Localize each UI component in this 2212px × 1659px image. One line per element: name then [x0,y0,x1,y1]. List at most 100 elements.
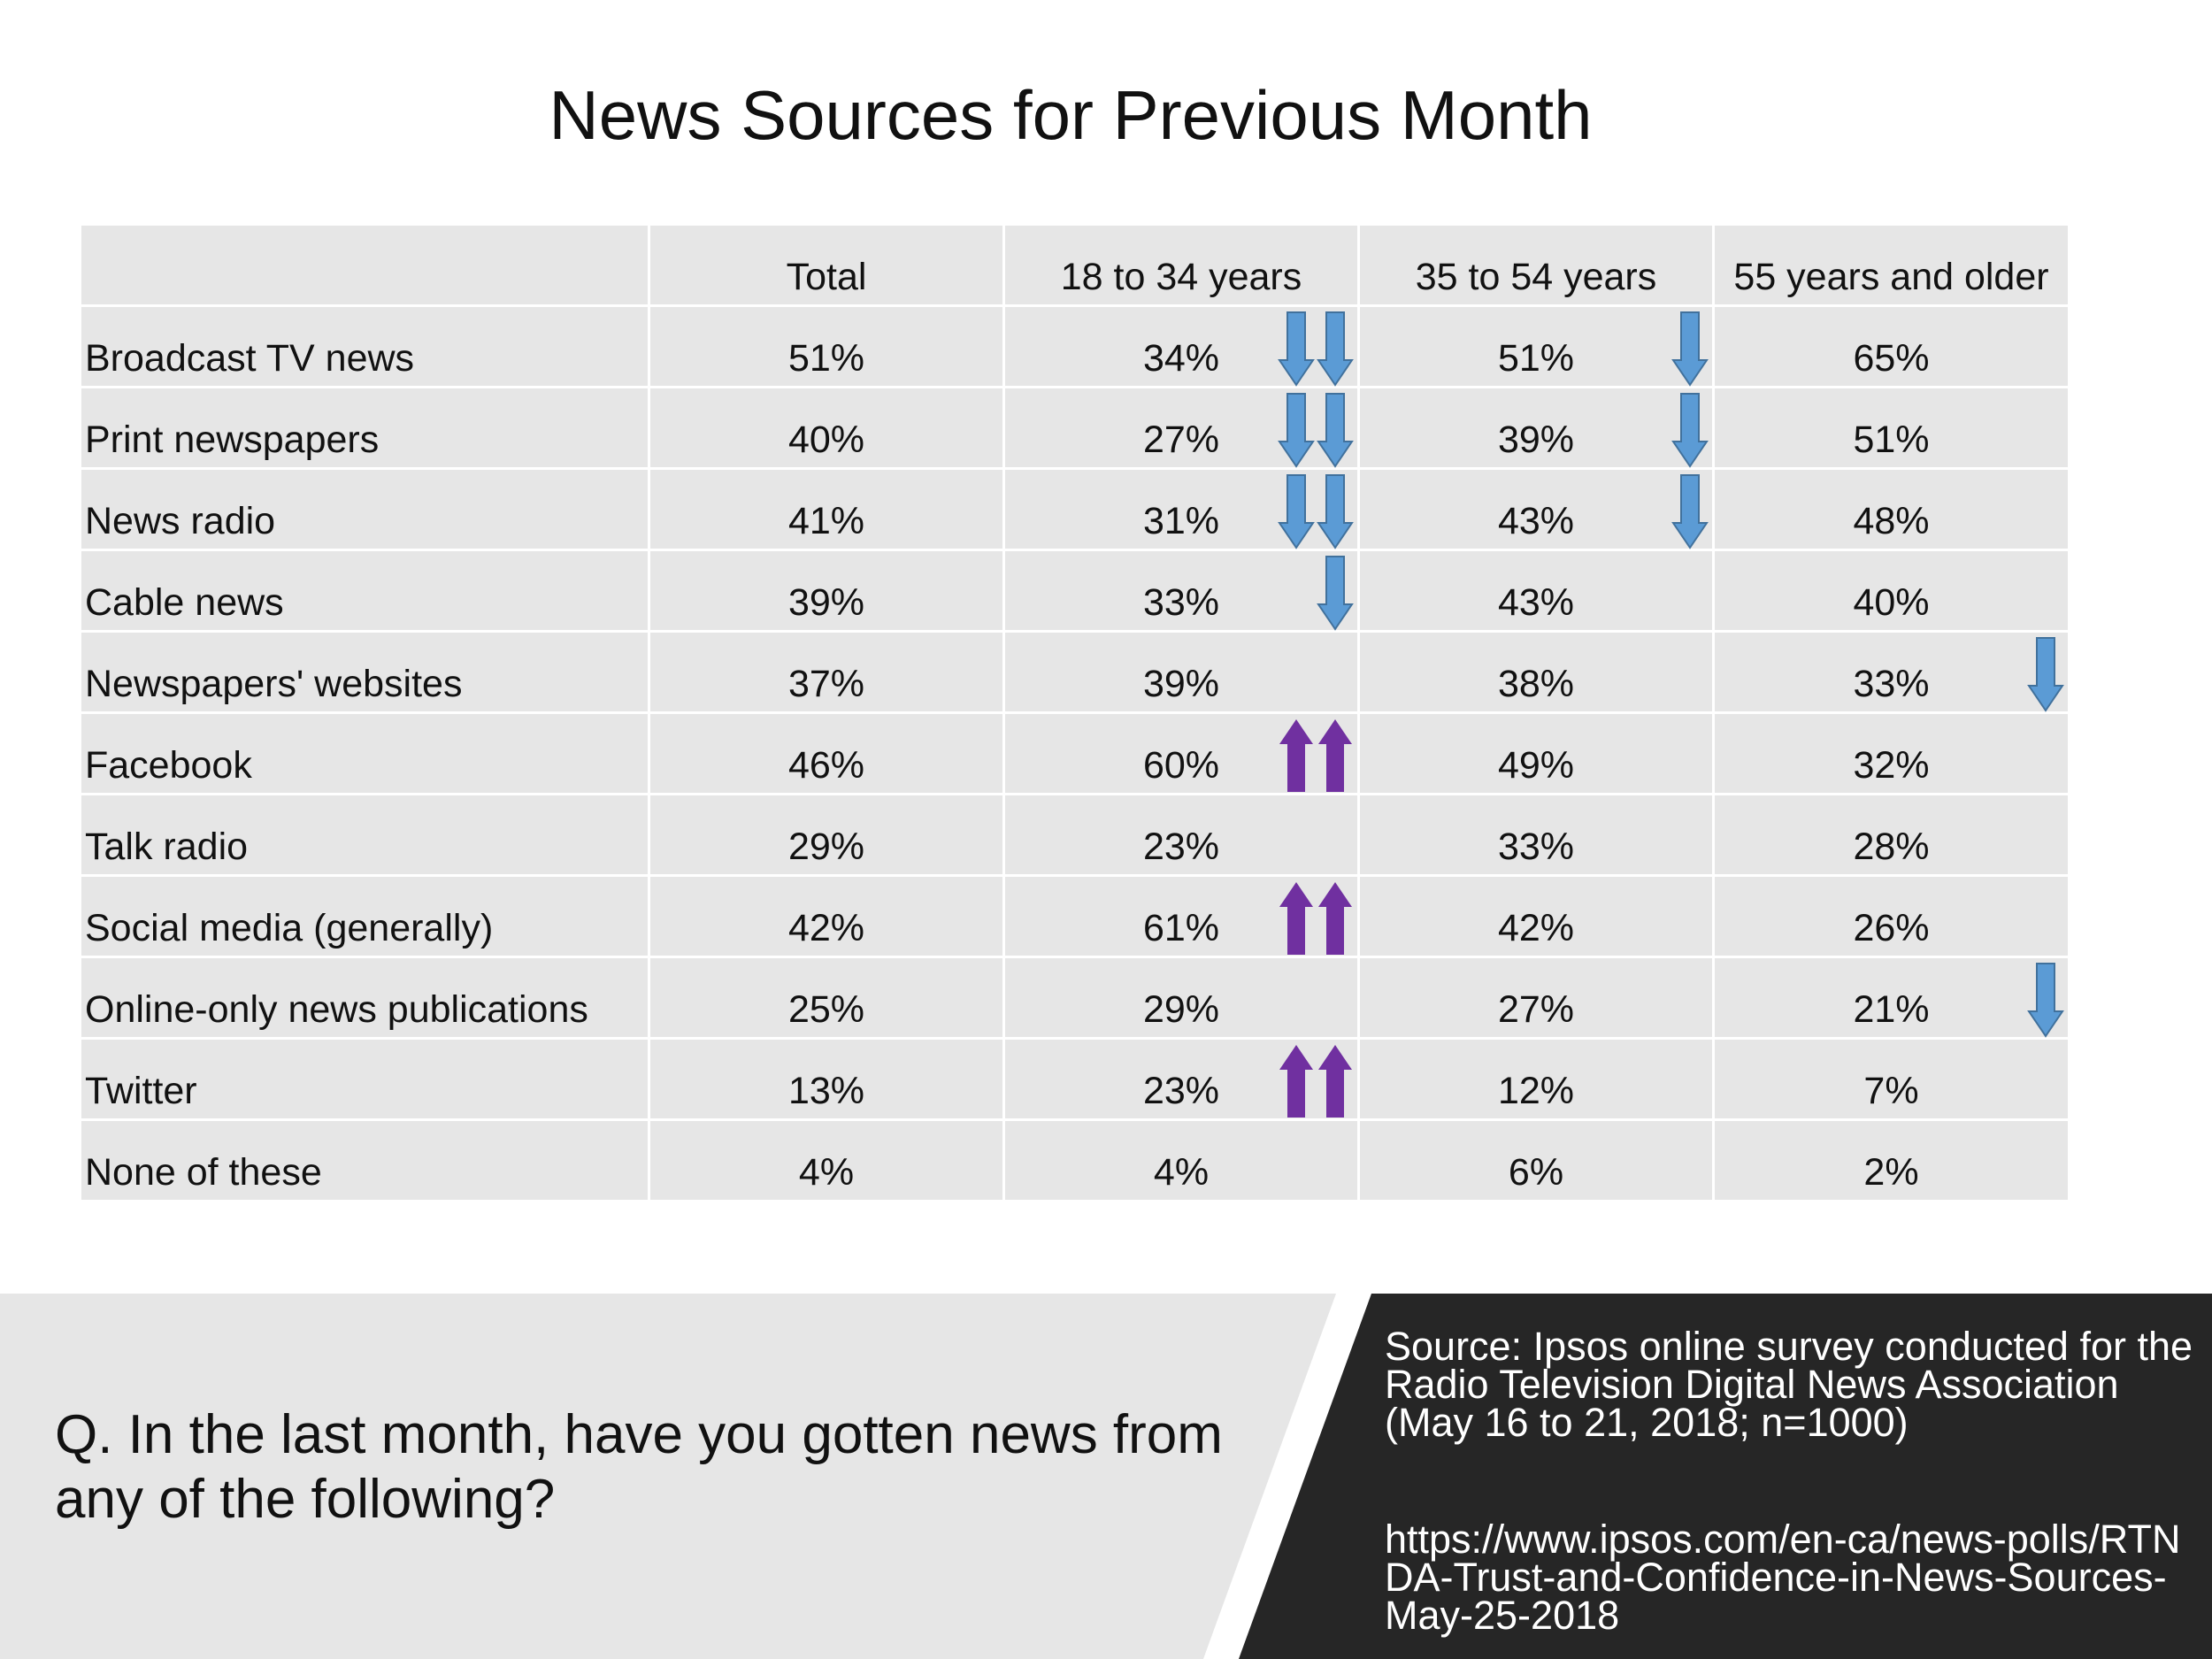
arrow-group [1278,1043,1354,1119]
cell-value: 12% [1497,1070,1575,1112]
value-cell: 65% [1712,304,2070,388]
cell-value: 29% [787,826,865,868]
slide-title: News Sources for Previous Month [549,76,1593,154]
value-cell: 49% [1357,711,1715,795]
cell-value: 46% [787,744,865,787]
value-cell: 31% [1002,467,1360,551]
row-label: Facebook [79,711,650,795]
column-header: 55 years and older [1712,223,2070,307]
cell-value: 39% [1142,663,1220,705]
table-row: Broadcast TV news 51% 34% 51% 65% [79,304,2070,388]
value-cell: 33% [1002,549,1360,633]
cell-value: 2% [1863,1151,1919,1194]
arrow-group [1671,473,1709,549]
cell-value: 37% [787,663,865,705]
value-cell: 28% [1712,793,2070,877]
value-cell: 46% [648,711,1005,795]
cell-value: 23% [1142,826,1220,868]
value-cell: 39% [1357,386,1715,470]
arrow-group [1278,473,1354,549]
table-row: Social media (generally) 42% 61% 42% 26% [79,874,2070,958]
cell-value: 29% [1142,988,1220,1031]
value-cell: 61% [1002,874,1360,958]
value-cell: 21% [1712,956,2070,1040]
cell-value: 39% [787,581,865,624]
cell-value: 51% [1497,337,1575,380]
value-cell: 60% [1002,711,1360,795]
arrow-down-icon [1317,556,1354,631]
value-cell: 51% [1712,386,2070,470]
cell-value: 4% [1153,1151,1210,1194]
row-label: News radio [79,467,650,551]
arrow-group [1278,392,1354,468]
cell-value: 38% [1497,663,1575,705]
cell-value: 27% [1497,988,1575,1031]
row-label: Broadcast TV news [79,304,650,388]
row-label: Twitter [79,1037,650,1121]
value-cell: 40% [648,386,1005,470]
arrow-down-icon [1278,393,1315,468]
arrow-group [1278,880,1354,956]
cell-value: 61% [1142,907,1220,949]
cell-value: 39% [1497,419,1575,461]
cell-value: 26% [1853,907,1930,949]
table-row: None of these 4% 4% 6% 2% [79,1118,2070,1202]
cell-value: 40% [1853,581,1930,624]
column-header: 18 to 34 years [1002,223,1360,307]
value-cell: 23% [1002,793,1360,877]
cell-value: 33% [1142,581,1220,624]
table-row: Talk radio 29% 23% 33% 28% [79,793,2070,877]
arrow-down-icon [1671,311,1709,387]
cell-value: 31% [1142,500,1220,542]
cell-value: 23% [1142,1070,1220,1112]
value-cell: 6% [1357,1118,1715,1202]
value-cell: 26% [1712,874,2070,958]
arrow-down-icon [1671,393,1709,468]
arrow-group [1671,311,1709,387]
arrow-down-icon [1317,474,1354,549]
table-row: Newspapers' websites 37% 39% 38% 33% [79,630,2070,714]
cell-value: 42% [787,907,865,949]
cell-value: 7% [1863,1070,1919,1112]
row-label: Online-only news publications [79,956,650,1040]
arrow-group [1317,555,1354,631]
column-header: Total [648,223,1005,307]
arrow-group [2027,962,2064,1038]
arrow-up-icon [1279,1045,1313,1118]
cell-value: 41% [787,500,865,542]
value-cell: 29% [648,793,1005,877]
row-label: Print newspapers [79,386,650,470]
arrow-up-icon [1279,719,1313,792]
value-cell: 27% [1357,956,1715,1040]
cell-value: 28% [1853,826,1930,868]
value-cell: 39% [648,549,1005,633]
cell-value: 32% [1853,744,1930,787]
value-cell: 33% [1357,793,1715,877]
arrow-group [1278,718,1354,794]
arrow-down-icon [1278,474,1315,549]
column-header [79,223,650,307]
value-cell: 41% [648,467,1005,551]
source-url[interactable]: https://www.ipsos.com/en-ca/news-polls/R… [1385,1517,2181,1638]
value-cell: 25% [648,956,1005,1040]
cell-value: 33% [1853,663,1930,705]
value-cell: 2% [1712,1118,2070,1202]
value-cell: 7% [1712,1037,2070,1121]
table-row: Twitter 13% 23% 12% 7% [79,1037,2070,1121]
cell-value: 65% [1853,337,1930,380]
arrow-up-icon [1279,882,1313,955]
value-cell: 43% [1357,467,1715,551]
header-row: Total 18 to 34 years 35 to 54 years 55 year… [79,223,2070,307]
value-cell: 38% [1357,630,1715,714]
cell-value: 25% [787,988,865,1031]
column-header: 35 to 54 years [1357,223,1715,307]
cell-value: 34% [1142,337,1220,380]
cell-value: 27% [1142,419,1220,461]
cell-value: 13% [787,1070,865,1112]
cell-value: 42% [1497,907,1575,949]
value-cell: 43% [1357,549,1715,633]
value-cell: 37% [648,630,1005,714]
value-cell: 42% [1357,874,1715,958]
cell-value: 21% [1853,988,1930,1031]
cell-value: 51% [787,337,865,380]
